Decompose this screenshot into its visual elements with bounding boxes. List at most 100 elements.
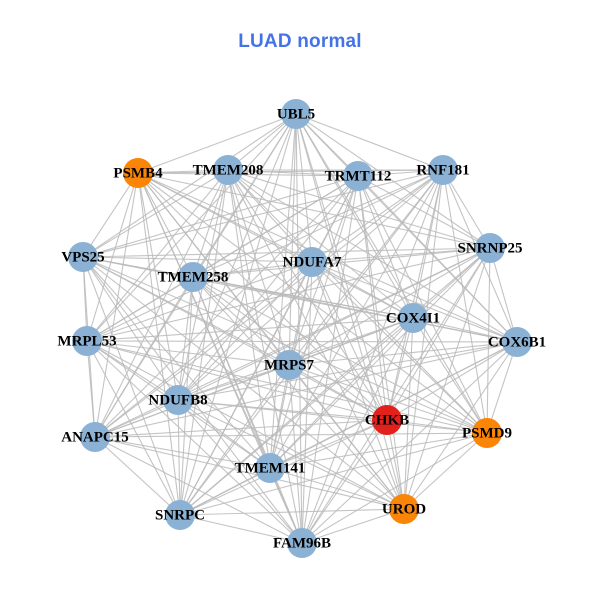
- edge-trmt112-psmd9: [357, 175, 488, 434]
- node-label-ndufb8: NDUFB8: [148, 393, 207, 409]
- edge-ndufa7-psmd9: [311, 261, 488, 434]
- edge-mrpl53-chkb: [86, 340, 388, 421]
- node-cox6b1: [502, 327, 532, 357]
- edge-tmem208-snrpc: [179, 169, 229, 516]
- edge-ndufa7-cox4i1: [311, 261, 414, 319]
- edge-snrnp25-psmd9: [486, 247, 491, 434]
- edge-cox6b1-psmd9: [486, 341, 518, 434]
- edge-psmb4-cox6b1: [137, 172, 518, 343]
- edge-cox6b1-fam96b: [301, 341, 518, 544]
- edge-ndufa7-anapc15: [94, 261, 313, 438]
- edge-psmb4-chkb: [137, 172, 388, 421]
- node-label-fam96b: FAM96B: [273, 536, 331, 552]
- node-label-tmem258: TMEM258: [158, 270, 229, 286]
- edge-psmb4-mrpl53: [86, 172, 139, 342]
- edge-snrnp25-chkb: [386, 247, 491, 421]
- node-chkb: [372, 405, 402, 435]
- edge-ndufa7-cox6b1: [311, 261, 518, 343]
- node-snrpc: [165, 500, 195, 530]
- edge-trmt112-cox4i1: [357, 175, 414, 319]
- edge-rnf181-psmb4: [137, 169, 444, 174]
- edge-psmb4-anapc15: [94, 172, 139, 438]
- node-mrps7: [274, 350, 304, 380]
- edge-tmem208-mrps7: [227, 169, 290, 366]
- node-urod: [389, 494, 419, 524]
- edge-mrps7-fam96b: [288, 364, 303, 544]
- node-snrnp25: [475, 233, 505, 263]
- edge-mrps7-psmd9: [288, 364, 488, 434]
- edge-mrps7-chkb: [288, 364, 388, 421]
- node-label-rnf181: RNF181: [416, 163, 469, 179]
- edge-vps25-chkb: [82, 256, 388, 421]
- edge-cox6b1-chkb: [386, 341, 518, 421]
- edge-cox4i1-psmd9: [412, 317, 488, 434]
- edge-tmem258-mrps7: [192, 276, 290, 366]
- edge-cox6b1-anapc15: [94, 341, 518, 438]
- edge-ubl5-mrpl53: [86, 113, 297, 342]
- node-anapc15: [80, 422, 110, 452]
- edge-tmem258-ndufb8: [177, 276, 194, 401]
- edge-psmb4-snrnp25: [137, 172, 491, 249]
- node-tmem208: [213, 155, 243, 185]
- edge-anapc15-urod: [94, 436, 405, 510]
- edge-rnf181-urod: [403, 169, 444, 510]
- edge-anapc15-fam96b: [94, 436, 303, 544]
- edge-cox4i1-mrpl53: [86, 317, 414, 342]
- edge-cox4i1-chkb: [386, 317, 414, 421]
- edge-trmt112-tmem141: [269, 175, 359, 469]
- edge-chkb-fam96b: [301, 419, 388, 544]
- edge-cox6b1-mrpl53: [86, 340, 518, 343]
- edge-chkb-urod: [386, 419, 405, 510]
- edge-mrps7-ndufb8: [177, 364, 290, 401]
- edge-ndufa7-snrnp25: [311, 247, 491, 263]
- edge-cox4i1-cox6b1: [412, 317, 518, 343]
- edge-rnf181-tmem141: [269, 169, 444, 469]
- edge-urod-fam96b: [301, 508, 405, 544]
- node-ndufa7: [297, 247, 327, 277]
- node-vps25: [68, 242, 98, 272]
- node-label-tmem141: TMEM141: [235, 461, 306, 477]
- node-psmb4: [123, 158, 153, 188]
- edge-ndufa7-mrpl53: [86, 261, 313, 342]
- node-circles: [68, 99, 532, 558]
- edge-tmem258-ndufa7: [192, 261, 313, 278]
- edge-rnf181-mrpl53: [86, 169, 444, 342]
- edge-psmd9-snrpc: [179, 432, 488, 516]
- node-label-mrps7: MRPS7: [264, 358, 314, 374]
- edge-mrpl53-mrps7: [86, 340, 290, 366]
- edge-cox4i1-tmem141: [269, 317, 414, 469]
- edge-ndufb8-anapc15: [94, 399, 179, 438]
- edge-vps25-snrnp25: [82, 247, 491, 258]
- edge-ndufa7-ndufb8: [177, 261, 313, 401]
- edge-chkb-psmd9: [386, 419, 488, 434]
- edge-anapc15-tmem141: [94, 436, 271, 469]
- edge-tmem141-urod: [269, 467, 405, 510]
- edge-rnf181-tmem258: [192, 169, 444, 278]
- edge-rnf181-snrpc: [179, 169, 444, 516]
- edge-ndufa7-chkb: [311, 261, 388, 421]
- edge-ndufb8-tmem141: [177, 399, 271, 469]
- edge-tmem208-snrnp25: [227, 169, 491, 249]
- edge-mrpl53-fam96b: [86, 340, 303, 544]
- edge-snrnp25-mrps7: [288, 247, 491, 366]
- edge-mrpl53-psmd9: [86, 340, 488, 434]
- edge-cox4i1-fam96b: [301, 317, 414, 544]
- edge-ubl5-cox4i1: [295, 113, 414, 319]
- node-label-anapc15: ANAPC15: [61, 430, 129, 446]
- edge-psmb4-psmd9: [137, 172, 488, 434]
- node-label-snrnp25: SNRNP25: [457, 241, 522, 257]
- edge-trmt112-snrnp25: [357, 175, 491, 249]
- edge-snrnp25-tmem141: [269, 247, 491, 469]
- edge-rnf181-vps25: [82, 169, 444, 258]
- node-label-ndufa7: NDUFA7: [283, 255, 342, 271]
- node-label-psmd9: PSMD9: [462, 426, 512, 442]
- edge-ubl5-psmb4: [137, 113, 297, 174]
- edge-mrpl53-anapc15: [86, 340, 96, 438]
- edge-cox4i1-urod: [403, 317, 414, 510]
- edge-tmem141-snrpc: [179, 467, 271, 516]
- edge-psmb4-ndufb8: [137, 172, 179, 401]
- node-label-urod: UROD: [382, 502, 426, 518]
- edge-rnf181-ndufa7: [311, 169, 444, 263]
- edge-ubl5-snrnp25: [295, 113, 491, 249]
